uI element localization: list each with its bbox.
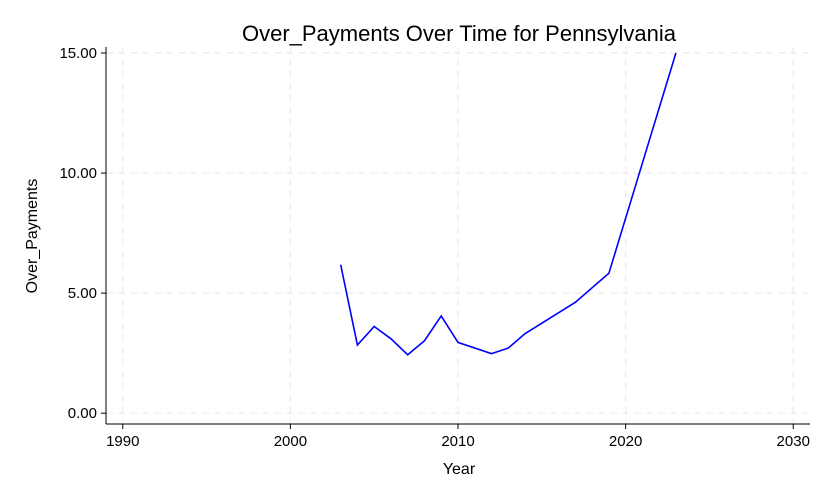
series-layer — [339, 52, 677, 356]
x-tick-label: 1990 — [106, 433, 139, 450]
y-tick-label: 5.00 — [68, 285, 97, 302]
x-tick-label: 2030 — [777, 433, 810, 450]
axes: 1990 2000 2010 2020 2030 0.00 5.00 10.00 15.00 — [59, 45, 810, 450]
grid — [106, 47, 810, 424]
x-tick-label: 2010 — [441, 433, 474, 450]
y-tick-label: 15.00 — [59, 45, 97, 62]
y-tick-label: 0.00 — [68, 405, 97, 422]
y-axis-label: Over_Payments — [24, 179, 41, 294]
y-tick-label: 10.00 — [59, 165, 97, 182]
x-tick-label: 2020 — [609, 433, 642, 450]
x-tick-label: 2000 — [274, 433, 307, 450]
series-line — [339, 52, 677, 356]
chart-title: Over_Payments Over Time for Pennsylvania — [242, 21, 677, 46]
x-axis-label: Year — [443, 461, 476, 478]
